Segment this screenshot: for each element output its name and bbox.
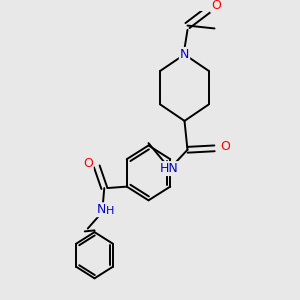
Text: O: O <box>211 0 221 12</box>
Text: N: N <box>180 48 189 61</box>
Text: O: O <box>83 157 93 170</box>
Text: N: N <box>97 203 106 216</box>
Text: H: H <box>106 206 115 216</box>
Text: HN: HN <box>160 162 179 175</box>
Text: O: O <box>220 140 230 153</box>
